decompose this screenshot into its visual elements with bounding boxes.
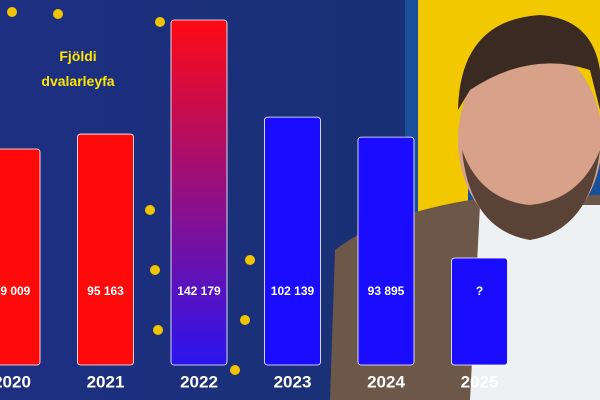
value-label: 93 895 xyxy=(368,284,405,298)
value-label: 89 009 xyxy=(0,284,31,298)
x-tick-label: 2024 xyxy=(367,372,405,391)
placeholder-bar xyxy=(451,257,508,366)
value-label: ? xyxy=(476,284,483,298)
x-tick-label: 2025 xyxy=(461,372,499,391)
bar xyxy=(357,136,415,366)
bar xyxy=(0,148,41,366)
x-tick-label: 2022 xyxy=(180,372,218,391)
x-tick-label: 2021 xyxy=(87,372,125,391)
bar xyxy=(170,19,228,366)
value-label: 95 163 xyxy=(87,284,124,298)
eu-stars xyxy=(7,7,255,375)
x-tick-label: 2023 xyxy=(274,372,312,391)
x-tick-label: 2020 xyxy=(0,372,31,391)
face xyxy=(458,45,600,235)
chart-title: Fjöldi dvalarleyfa xyxy=(41,48,115,89)
bar xyxy=(264,116,321,366)
beard xyxy=(462,150,600,240)
value-label: 142 179 xyxy=(177,284,221,298)
bar xyxy=(77,133,134,366)
hair xyxy=(458,15,600,110)
value-label: 102 139 xyxy=(271,284,315,298)
